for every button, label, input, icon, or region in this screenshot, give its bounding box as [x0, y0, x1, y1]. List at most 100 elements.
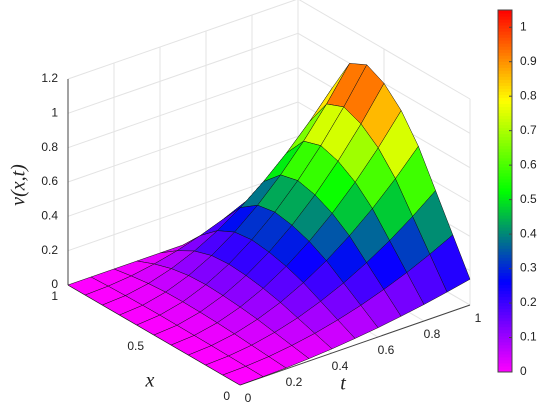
y-tick-label: 0.4	[332, 359, 349, 373]
colorbar-cell	[498, 305, 512, 310]
colorbar-cell	[498, 218, 512, 222]
colorbar-cell	[498, 251, 512, 255]
colorbar-tick-label: 0.7	[520, 123, 537, 137]
colorbar-cell	[498, 212, 512, 216]
y-tick-label: 1	[475, 311, 482, 325]
colorbar-cell	[498, 157, 512, 162]
colorbar-cell	[498, 191, 512, 195]
colorbar-cell	[498, 287, 512, 292]
colorbar-cell	[498, 257, 512, 261]
colorbar-cell	[498, 236, 512, 240]
colorbar-cell	[498, 338, 512, 343]
colorbar-cell	[498, 311, 512, 316]
colorbar-cell	[498, 169, 512, 174]
colorbar-cell	[498, 31, 512, 35]
colorbar-cell	[498, 221, 512, 225]
y-tick-label: 0	[245, 391, 252, 404]
grid-line	[67, 135, 299, 217]
colorbar-cell	[498, 28, 512, 32]
colorbar-cell	[498, 40, 512, 44]
colorbar-cell	[498, 34, 512, 38]
colorbar-cell	[498, 290, 512, 295]
colorbar-cell	[498, 323, 512, 328]
colorbar-cell	[498, 206, 512, 210]
grid-line	[67, 67, 299, 149]
colorbar-cell	[498, 91, 512, 95]
colorbar-cell	[498, 233, 512, 237]
colorbar-cell	[498, 227, 512, 231]
t-axis-label: t	[340, 373, 346, 395]
colorbar-cell	[498, 197, 512, 201]
colorbar-tick-label: 0.2	[520, 295, 537, 309]
colorbar-cell	[498, 22, 512, 26]
colorbar-cell	[498, 133, 512, 138]
colorbar-cell	[498, 142, 512, 147]
z-tick-label: 1	[51, 106, 58, 120]
z-tick-label: 1.2	[41, 71, 58, 85]
colorbar-tick-label: 0.3	[520, 261, 537, 275]
colorbar-cell	[498, 103, 512, 108]
x-tick-label: 1	[51, 289, 58, 303]
colorbar-cell	[498, 136, 512, 141]
colorbar-cell	[498, 260, 512, 264]
colorbar-cell	[498, 124, 512, 129]
colorbar-cell	[498, 145, 512, 150]
x-axis-label: x	[145, 370, 155, 392]
colorbar-tick-label: 0.9	[520, 54, 537, 68]
colorbar-cell	[498, 70, 512, 74]
colorbar-tick-label: 0.5	[520, 192, 537, 206]
grid-line	[67, 32, 299, 114]
colorbar-cell	[498, 245, 512, 249]
colorbar-cell	[498, 254, 512, 258]
colorbar-cell	[498, 139, 512, 144]
colorbar-cell	[498, 85, 512, 89]
colorbar-cell	[498, 353, 512, 358]
colorbar-cell	[498, 272, 512, 276]
colorbar-cell	[498, 341, 512, 346]
colorbar-cell	[498, 215, 512, 219]
colorbar-cell	[498, 368, 512, 373]
colorbar-cell	[498, 163, 512, 168]
colorbar-cell	[498, 10, 512, 14]
colorbar-cell	[498, 13, 512, 17]
colorbar-cell	[498, 154, 512, 159]
colorbar-cell	[498, 76, 512, 80]
x-tick-label: 0.5	[127, 339, 144, 353]
colorbar-cell	[498, 37, 512, 41]
colorbar-cell	[498, 43, 512, 47]
colorbar-cell	[498, 109, 512, 114]
z-tick-label: 0.2	[41, 243, 58, 257]
colorbar-cell	[498, 148, 512, 153]
colorbar-cell	[498, 308, 512, 313]
colorbar-cell	[498, 130, 512, 135]
colorbar-cell	[498, 52, 512, 56]
colorbar-cell	[498, 203, 512, 207]
colorbar-cell	[498, 284, 512, 289]
x-tick-label: 0	[223, 389, 230, 403]
colorbar-cell	[498, 88, 512, 92]
colorbar-cell	[498, 67, 512, 71]
colorbar-cell	[498, 317, 512, 322]
grid-line	[67, 101, 299, 183]
colorbar-cell	[498, 106, 512, 111]
y-tick-label: 0.2	[286, 375, 303, 389]
colorbar-cell	[498, 344, 512, 349]
colorbar-cell	[498, 112, 512, 117]
colorbar-cell	[498, 302, 512, 307]
colorbar-cell	[498, 178, 512, 183]
colorbar-cell	[498, 329, 512, 334]
colorbar-tick-label: 0	[520, 364, 527, 378]
colorbar-tick-label: 0.6	[520, 157, 537, 171]
colorbar-cell	[498, 332, 512, 337]
colorbar-cell	[498, 181, 512, 186]
colorbar-cell	[498, 320, 512, 325]
colorbar-cell	[498, 299, 512, 304]
colorbar-cell	[498, 314, 512, 319]
y-tick-label: 0.6	[378, 343, 395, 357]
z-tick-label: 0	[51, 277, 58, 291]
y-tick-label: 0.8	[424, 327, 441, 341]
colorbar-cell	[498, 166, 512, 171]
colorbar-cell	[498, 58, 512, 62]
colorbar-cell	[498, 248, 512, 252]
colorbar-cell	[498, 200, 512, 204]
